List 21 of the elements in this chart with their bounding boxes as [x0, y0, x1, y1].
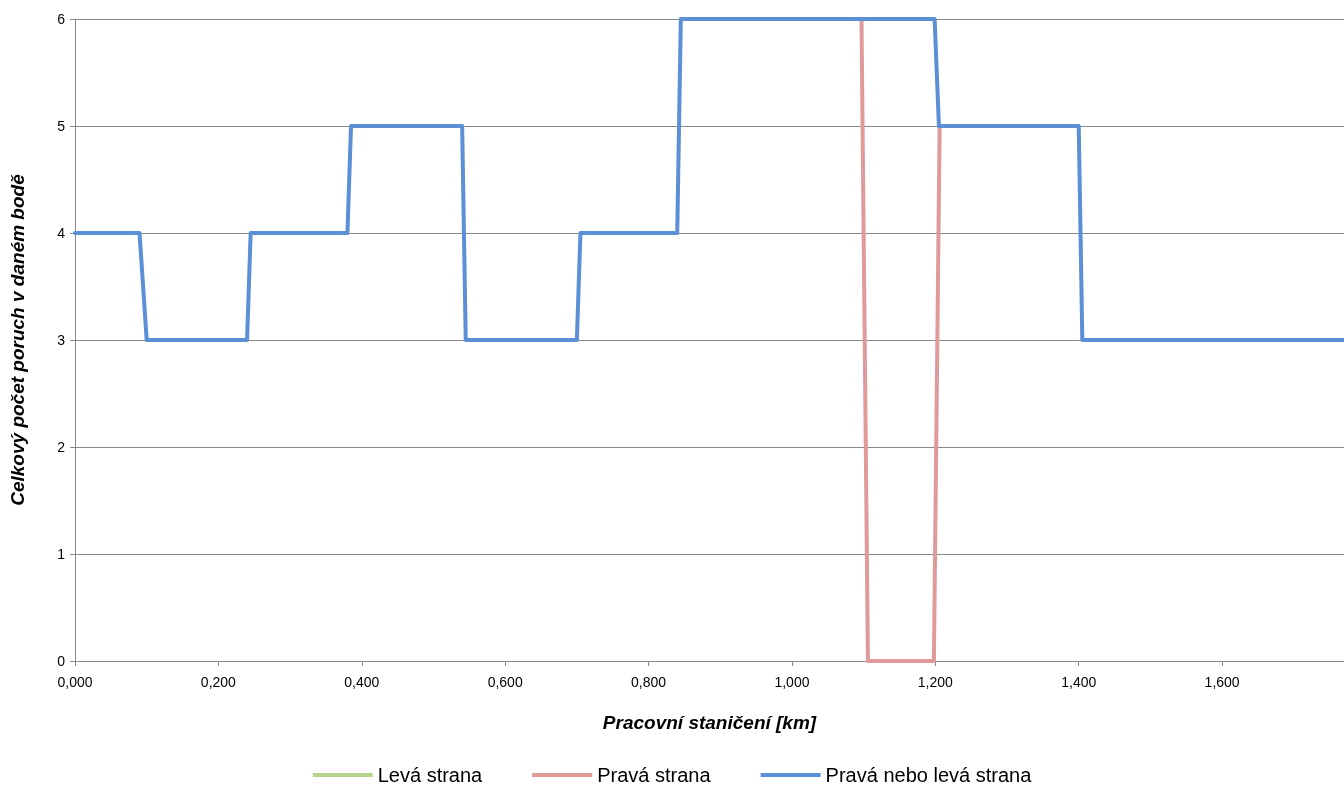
- y-tick-label: 5: [57, 118, 66, 134]
- x-tick-label: 0,200: [200, 674, 237, 690]
- x-tick-label: 0,000: [57, 674, 93, 690]
- y-tick-label: 2: [57, 439, 66, 455]
- x-axis-title: Pracovní staničení [km]: [602, 712, 817, 733]
- x-tick-label: 1,000: [774, 674, 810, 690]
- y-axis-title: Celkový počet poruch v daném bodě: [7, 173, 28, 506]
- x-tick-label: 1,400: [1061, 674, 1097, 690]
- y-tick-label: 1: [57, 546, 66, 562]
- legend-label: Pravá nebo levá strana: [825, 764, 1033, 786]
- y-tick-label: 4: [57, 225, 66, 241]
- x-tick-label: 0,800: [631, 674, 667, 690]
- x-tick-label: 0,400: [344, 674, 380, 690]
- x-tick-label: 1,200: [917, 674, 954, 690]
- y-tick-label: 0: [57, 653, 66, 669]
- legend-label: Pravá strana: [597, 764, 712, 786]
- y-tick-label: 3: [57, 332, 66, 348]
- x-tick-label: 1,600: [1204, 674, 1240, 690]
- y-tick-label: 6: [57, 11, 66, 27]
- legend-label: Levá strana: [377, 764, 484, 786]
- x-tick-label: 0,600: [487, 674, 523, 690]
